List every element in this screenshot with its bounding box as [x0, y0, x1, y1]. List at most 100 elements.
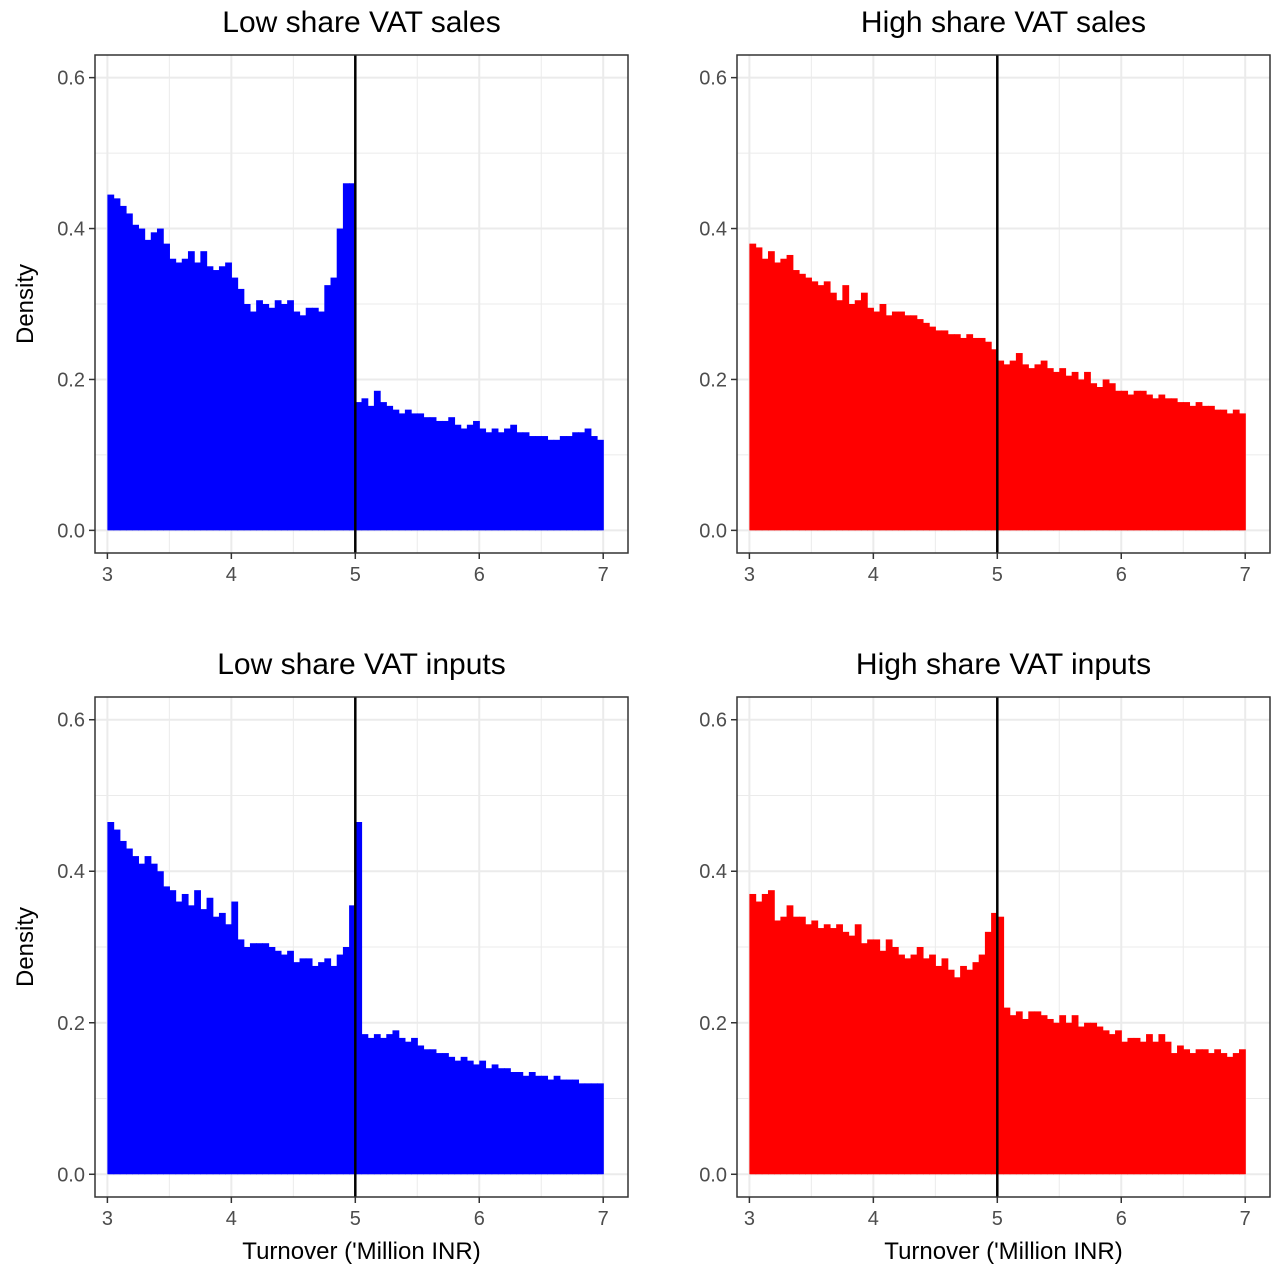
histogram-bar: [929, 326, 936, 531]
histogram-bar: [491, 1064, 499, 1175]
histogram-bar: [107, 194, 115, 531]
histogram-bar: [836, 924, 843, 1175]
histogram-bar: [1127, 1037, 1135, 1175]
histogram-bar: [1022, 364, 1029, 531]
bars: [749, 890, 1246, 1175]
histogram-bar: [1146, 1034, 1153, 1175]
histogram-bar: [584, 428, 592, 531]
histogram-bar: [218, 912, 226, 1175]
histogram-bar: [361, 398, 369, 531]
panel-title: Low share VAT inputs: [217, 648, 506, 681]
y-tick-label: 0.2: [57, 1013, 85, 1035]
histogram-bar: [792, 270, 800, 531]
histogram-bar: [541, 1075, 549, 1175]
y-tick-label: 0.0: [57, 520, 85, 542]
x-tick-label: 3: [102, 564, 113, 586]
x-tick-label: 6: [474, 1208, 485, 1230]
histogram-bar: [1208, 1053, 1215, 1175]
histogram-bar: [1065, 1022, 1073, 1175]
histogram-bar: [842, 285, 850, 531]
histogram-bar: [842, 931, 850, 1175]
histogram-bar: [572, 1079, 580, 1175]
histogram-bar: [417, 1045, 425, 1175]
histogram-bar: [922, 958, 930, 1175]
histogram-bar: [1121, 390, 1129, 531]
histogram-bar: [510, 424, 518, 531]
x-tick-label: 5: [350, 1208, 361, 1230]
histogram-bar: [373, 390, 381, 531]
histogram-bar: [960, 965, 967, 1175]
histogram-bar: [423, 1049, 431, 1175]
histogram-bar: [249, 943, 257, 1175]
histogram-bar: [854, 924, 862, 1175]
histogram-bar: [972, 962, 980, 1175]
histogram-bar: [280, 304, 288, 531]
y-tick-label: 0.0: [57, 1164, 85, 1186]
histogram-bar: [1059, 1015, 1067, 1175]
histogram-bar: [113, 198, 121, 531]
histogram-bar: [1102, 1030, 1110, 1175]
histogram-bar: [566, 1079, 573, 1175]
panel-1: 0.0 0.2 0.4 0.6 3 4 5 6 7 Low share VAT sales Dens…: [12, 6, 629, 586]
histogram-bar: [144, 856, 152, 1175]
x-tick-label: 6: [474, 564, 485, 586]
histogram-bar: [367, 405, 375, 531]
histogram-bar: [156, 871, 164, 1175]
histogram-bar: [767, 251, 775, 531]
histogram-bar: [885, 939, 893, 1175]
x-tick-label: 7: [598, 564, 609, 586]
histogram-bar: [1139, 390, 1147, 531]
bars: [107, 822, 604, 1175]
histogram-bar: [497, 1068, 505, 1175]
histogram-bar: [1201, 1049, 1209, 1175]
histogram-bar: [249, 311, 257, 531]
histogram-bar: [798, 916, 806, 1175]
histogram-bar: [181, 258, 189, 531]
histogram-bar: [1226, 1056, 1234, 1175]
histogram-bar: [1183, 402, 1191, 531]
x-tick-label: 4: [226, 564, 237, 586]
histogram-bar: [935, 965, 943, 1175]
histogram-bar: [256, 943, 263, 1175]
histogram-bar: [243, 304, 251, 531]
histogram-bar: [150, 232, 158, 531]
histogram-bar: [336, 954, 344, 1175]
histogram-bar: [572, 432, 580, 531]
histogram-bar: [997, 360, 1005, 531]
histogram-bar: [225, 262, 232, 531]
panel-border: [94, 54, 629, 554]
x-tick-label: 4: [868, 564, 879, 586]
histogram-bar: [336, 228, 344, 531]
histogram-bar: [1158, 394, 1166, 531]
histogram-bar: [324, 958, 332, 1175]
y-tick-label: 0.0: [699, 520, 727, 542]
histogram-bar: [817, 928, 825, 1175]
histogram-bar: [1003, 1007, 1011, 1175]
histogram-bar: [566, 436, 573, 531]
histogram-bar: [1133, 1037, 1141, 1175]
histogram-bar: [1034, 1011, 1042, 1175]
histogram-bar: [373, 1034, 381, 1175]
histogram-bar: [466, 1060, 474, 1175]
histogram-bar: [1084, 1022, 1091, 1175]
histogram-bar: [1009, 360, 1017, 531]
histogram-bar: [528, 1072, 536, 1175]
histogram-bar: [1133, 390, 1141, 531]
histogram-bar: [466, 424, 474, 531]
histogram-bar: [305, 958, 313, 1175]
histogram-bar: [597, 439, 604, 531]
histogram-bar: [429, 1049, 437, 1175]
histogram-bar: [1034, 364, 1042, 531]
y-tick-label: 0.4: [57, 219, 85, 241]
histogram-bar: [978, 954, 986, 1175]
x-tick-label: 6: [1116, 1208, 1127, 1230]
histogram-bar: [311, 965, 319, 1175]
histogram-bar: [206, 266, 214, 531]
y-tick-label: 0.6: [57, 68, 85, 90]
panel-4: 0.0 0.2 0.4 0.6 3 4 5 6 7 High share VAT inputs Tu…: [699, 648, 1271, 1265]
histogram-bar: [1015, 1011, 1023, 1175]
histogram-bar: [1170, 1053, 1178, 1175]
histogram-bar: [361, 1034, 369, 1175]
histogram-bar: [497, 432, 505, 531]
histogram-bar: [997, 916, 1005, 1175]
